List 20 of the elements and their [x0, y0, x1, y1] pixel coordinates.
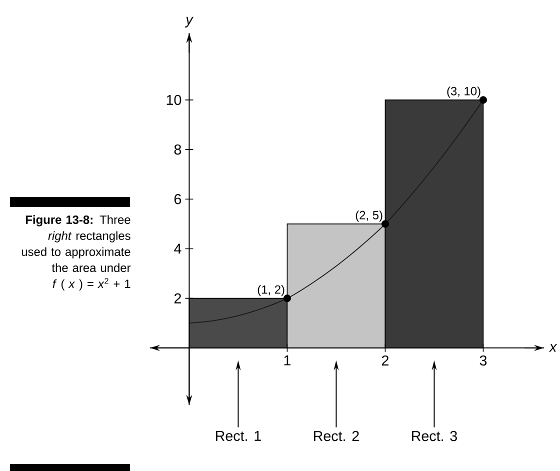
y-tick-label: 2: [174, 293, 181, 304]
text: Rect. 1: [216, 430, 261, 441]
x-tick-label: 2: [382, 355, 388, 366]
y-axis-title: y: [184, 16, 194, 28]
text: Rect. 2: [314, 430, 359, 442]
data-label: (1, 2): [258, 285, 284, 296]
point: [479, 96, 488, 104]
data-label: (2, 5): [356, 210, 382, 222]
y-tick-label: 8: [174, 144, 182, 155]
y-tick-label: 6: [174, 194, 182, 204]
y-tick-label: 4: [174, 244, 182, 254]
x-axis-title: x: [548, 344, 558, 352]
x-tick-label: 3: [480, 355, 487, 366]
text: Rect. 3: [412, 430, 457, 442]
x-tick-label: 1: [284, 355, 291, 366]
point: [381, 220, 390, 228]
text: Figure 13-8: Three right rectangles used to approximate the area under f ( x ) = x$^{2}$ + 1: [22, 215, 131, 290]
data-label: (3, 10): [447, 86, 480, 98]
point: [283, 294, 291, 302]
y-tick-label: 10: [166, 94, 182, 106]
